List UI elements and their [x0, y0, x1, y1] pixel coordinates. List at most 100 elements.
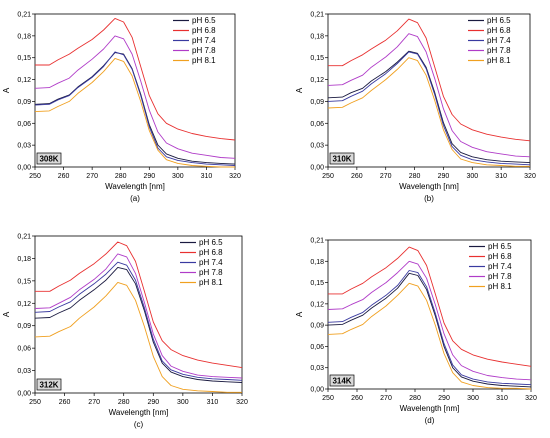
- y-tick-label: 0,06: [310, 121, 324, 128]
- y-tick-label: 0,18: [310, 33, 324, 40]
- y-tick-label: 0,03: [310, 143, 324, 150]
- x-tick-label: 280: [115, 173, 127, 180]
- temperature-tag: 314K: [329, 374, 355, 387]
- legend: pH 6.5pH 6.8pH 7.4pH 7.8pH 8.1: [173, 16, 216, 65]
- temperature-tag-box: [36, 378, 62, 391]
- x-tick-label: 320: [524, 173, 536, 180]
- x-tick-label: 260: [351, 395, 363, 402]
- x-tick-label: 250: [322, 395, 334, 402]
- x-tick-label: 270: [86, 173, 98, 180]
- temperature-tag-label: 312K: [39, 381, 58, 390]
- legend-label: pH 8.1: [199, 278, 223, 287]
- temperature-tag: 308K: [36, 152, 62, 165]
- y-tick-label: 0,21: [310, 238, 324, 245]
- y-tick-label: 0,18: [310, 259, 324, 266]
- legend: pH 6.5pH 6.8pH 7.4pH 7.8pH 8.1: [180, 238, 223, 287]
- chart-panel-4: 250 260 270 280 290 300 310 320 0,00 0,03 0,06 0,09…: [295, 238, 537, 426]
- legend-label: pH 6.8: [487, 26, 511, 35]
- x-tick-label: 280: [409, 395, 421, 402]
- y-tick-label: 0,00: [17, 165, 31, 172]
- series-line-2: [35, 17, 236, 141]
- y-axis-label: A: [2, 87, 11, 93]
- x-tick-label: 290: [147, 399, 159, 406]
- y-tick-label: 0,09: [17, 99, 31, 106]
- series-line-2: [35, 241, 243, 369]
- x-tick-label: 310: [201, 173, 213, 180]
- series-line-5: [327, 282, 532, 390]
- x-tick-label: 280: [118, 399, 130, 406]
- x-tick-label: 250: [29, 173, 41, 180]
- x-tick-label: 300: [466, 173, 478, 180]
- x-tick-label: 320: [229, 173, 241, 180]
- y-tick-label: 0,12: [310, 77, 324, 84]
- chart-panel-1: 250 260 270 280 290 300 310 320 0,00 0,03 0,06 0,09…: [2, 12, 241, 204]
- series-line-5: [34, 281, 242, 393]
- y-tick-label: 0,15: [310, 280, 324, 287]
- x-tick-label: 270: [380, 395, 392, 402]
- chart-panel-3: 250 260 270 280 290 300 310 320 0,00 0,03 0,06 0,09…: [2, 234, 248, 430]
- legend-label: pH 8.1: [488, 282, 512, 291]
- legend-label: pH 7.4: [192, 36, 216, 45]
- x-tick-label: 260: [59, 399, 71, 406]
- x-tick-label: 290: [438, 395, 450, 402]
- y-tick-label: 0,06: [17, 121, 31, 128]
- y-tick-label: 0,09: [310, 323, 324, 330]
- series-line-1: [34, 52, 236, 165]
- y-tick-label: 0,06: [310, 344, 324, 351]
- temperature-tag: 310K: [329, 152, 355, 165]
- x-tick-label: 320: [525, 395, 537, 402]
- chart-panel-2: 250 260 270 280 290 300 310 320 0,00 0,03 0,06 0,09…: [295, 12, 536, 204]
- series-line-5: [34, 57, 235, 168]
- x-axis-label: Wavelength [nm]: [105, 182, 165, 191]
- temperature-tag-box: [36, 152, 62, 165]
- x-tick-label: 260: [351, 173, 363, 180]
- temperature-tag-label: 314K: [332, 377, 351, 386]
- legend-label: pH 7.8: [488, 272, 512, 281]
- legend-label: pH 7.8: [192, 46, 216, 55]
- y-tick-label: 0,15: [17, 278, 31, 285]
- legend-label: pH 6.5: [199, 238, 223, 247]
- series-line-1: [327, 50, 531, 164]
- legend-label: pH 6.8: [192, 26, 216, 35]
- y-tick-label: 0,12: [17, 301, 31, 308]
- series-line-4: [327, 260, 532, 381]
- legend-label: pH 7.4: [199, 258, 223, 267]
- legend-label: pH 6.8: [199, 248, 223, 257]
- series-line-3: [327, 51, 531, 166]
- legend-label: pH 6.5: [192, 16, 216, 25]
- plot-frame: [34, 235, 243, 394]
- series-line-2: [328, 18, 531, 142]
- temperature-tag: 312K: [36, 378, 62, 391]
- x-tick-label: 320: [236, 399, 248, 406]
- legend-label: pH 7.4: [488, 262, 512, 271]
- y-tick-label: 0,06: [17, 346, 31, 353]
- x-tick-label: 270: [88, 399, 100, 406]
- x-tick-label: 310: [496, 395, 508, 402]
- x-tick-label: 290: [438, 173, 450, 180]
- y-axis-label: A: [2, 311, 11, 317]
- x-tick-label: 260: [58, 173, 70, 180]
- series-line-4: [327, 33, 531, 158]
- x-tick-label: 290: [143, 173, 155, 180]
- x-tick-label: 300: [172, 173, 184, 180]
- x-tick-label: 310: [495, 173, 507, 180]
- x-tick-label: 310: [207, 399, 219, 406]
- legend: pH 6.5pH 6.8pH 7.4pH 7.8pH 8.1: [469, 242, 512, 291]
- series-line-3: [327, 270, 532, 386]
- y-tick-label: 0,03: [17, 143, 31, 150]
- series-line-5: [327, 57, 530, 167]
- panel-caption: (c): [134, 420, 144, 429]
- x-tick-label: 250: [322, 173, 334, 180]
- x-tick-label: 300: [467, 395, 479, 402]
- y-tick-label: 0,00: [310, 387, 324, 394]
- series-line-2: [328, 246, 532, 367]
- y-axis-label: A: [295, 311, 304, 317]
- x-tick-label: 270: [380, 173, 392, 180]
- legend-label: pH 6.5: [487, 16, 511, 25]
- panel-caption: (b): [424, 194, 434, 203]
- series-line-1: [34, 266, 243, 383]
- y-tick-label: 0,03: [310, 365, 324, 372]
- legend-label: pH 8.1: [192, 56, 216, 65]
- y-tick-label: 0,21: [17, 12, 31, 19]
- y-tick-label: 0,21: [17, 234, 31, 241]
